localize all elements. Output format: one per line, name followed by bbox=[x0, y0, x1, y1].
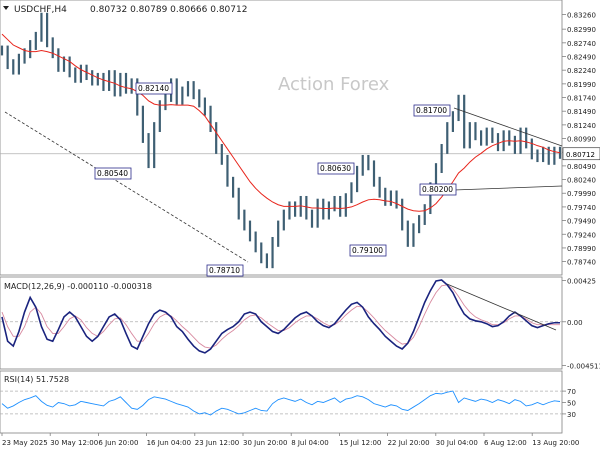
price-annotation-label: 0.78710 bbox=[209, 266, 240, 275]
price-y-tick-label: 0.79490 bbox=[567, 218, 596, 226]
price-annotation-label: 0.82140 bbox=[138, 84, 169, 93]
rsi-y-tick-label: 70 bbox=[567, 388, 576, 396]
price-annotation-box bbox=[317, 162, 355, 175]
macd-trendline bbox=[446, 283, 557, 331]
price-annotation-box bbox=[94, 167, 132, 180]
price-annotation-label: 0.79100 bbox=[352, 246, 383, 255]
price-y-tick-label: 0.82990 bbox=[567, 26, 596, 34]
x-tick-label: 16 Jun 04:00 bbox=[147, 439, 191, 447]
triangle-lower-line bbox=[453, 185, 563, 191]
x-tick-label: 23 May 2025 bbox=[2, 439, 48, 447]
x-tick-label: 8 Jul 04:00 bbox=[291, 439, 329, 447]
price-annotation-box bbox=[206, 264, 244, 277]
current-price-label: 0.80712 bbox=[566, 151, 595, 159]
macd-y-tick-label: 0.00425 bbox=[567, 277, 596, 285]
price-y-tick-label: 0.80240 bbox=[567, 177, 596, 185]
x-tick-label: 22 Jul 20:00 bbox=[388, 439, 430, 447]
ohlc-header: 0.80732 0.80789 0.80666 0.80712 bbox=[90, 5, 247, 15]
price-annotation-label: 0.80540 bbox=[97, 169, 128, 178]
support-trendline bbox=[4, 111, 249, 263]
x-tick-label: 13 Aug 20:00 bbox=[532, 439, 579, 447]
symbol-header: USDCHF,H4 bbox=[14, 5, 67, 15]
price-annotation-box bbox=[413, 104, 451, 117]
x-tick-label: 15 Jul 12:00 bbox=[339, 439, 381, 447]
price-y-tick-label: 0.79240 bbox=[567, 231, 596, 239]
price-y-tick-label: 0.83260 bbox=[567, 11, 596, 19]
price-y-tick-label: 0.82740 bbox=[567, 40, 596, 48]
macd-y-tick-label: 0.00 bbox=[567, 319, 583, 327]
price-y-tick-label: 0.81240 bbox=[567, 122, 596, 130]
rsi-title: RSI(14) 51.7528 bbox=[4, 375, 69, 384]
watermark: Action Forex bbox=[278, 74, 390, 95]
price-annotation-box bbox=[135, 82, 173, 95]
triangle-upper-line bbox=[453, 107, 563, 147]
price-y-tick-label: 0.78740 bbox=[567, 259, 596, 267]
rsi-y-tick-label: 30 bbox=[567, 411, 576, 419]
macd-line bbox=[1, 279, 560, 354]
rsi-line bbox=[1, 390, 561, 416]
price-annotation-label: 0.81700 bbox=[416, 106, 447, 115]
price-panel: USDCHF,H4 0.80732 0.80789 0.80666 0.8071… bbox=[0, 0, 563, 276]
price-y-axis: 0.83260 0.82990 0.82740 0.82490 0.82240 0.819… bbox=[562, 11, 596, 267]
x-tick-label: 30 May 12:00 bbox=[50, 439, 98, 447]
x-tick-label: 6 Jun 20:00 bbox=[98, 439, 138, 447]
x-tick-label: 23 Jun 12:00 bbox=[195, 439, 239, 447]
rsi-panel: RSI(14) 51.7528 bbox=[0, 370, 563, 434]
price-y-tick-label: 0.79740 bbox=[567, 204, 596, 212]
price-annotation-label: 0.80200 bbox=[422, 185, 453, 194]
rsi-y-tick-label: 50 bbox=[567, 400, 576, 408]
macd-y-tick-label: -0.004511 bbox=[567, 363, 600, 371]
moving-average-line bbox=[1, 33, 561, 212]
price-annotation-label: 0.80630 bbox=[320, 164, 351, 173]
price-y-tick-label: 0.80990 bbox=[567, 136, 596, 144]
price-y-tick-label: 0.81490 bbox=[567, 108, 596, 116]
price-y-tick-label: 0.82490 bbox=[567, 54, 596, 62]
price-y-tick-label: 0.82240 bbox=[567, 67, 596, 75]
x-tick-label: 30 Jun 20:00 bbox=[243, 439, 287, 447]
price-annotation-box bbox=[349, 244, 387, 257]
current-price-box bbox=[562, 147, 600, 161]
x-tick-label: 30 Jul 04:00 bbox=[436, 439, 478, 447]
price-y-tick-label: 0.81740 bbox=[567, 95, 596, 103]
price-y-tick-label: 0.78990 bbox=[567, 245, 596, 253]
price-y-tick-label: 0.79990 bbox=[567, 190, 596, 198]
x-tick-label: 6 Aug 12:00 bbox=[484, 439, 527, 447]
price-annotation-box bbox=[419, 183, 457, 196]
macd-panel: MACD(12,26,9) -0.000110 -0.000318 bbox=[0, 276, 563, 370]
macd-title: MACD(12,26,9) -0.000110 -0.000318 bbox=[4, 282, 152, 291]
header-triangle-icon bbox=[3, 6, 9, 10]
price-y-tick-label: 0.80490 bbox=[567, 163, 596, 171]
price-y-tick-label: 0.81990 bbox=[567, 81, 596, 89]
